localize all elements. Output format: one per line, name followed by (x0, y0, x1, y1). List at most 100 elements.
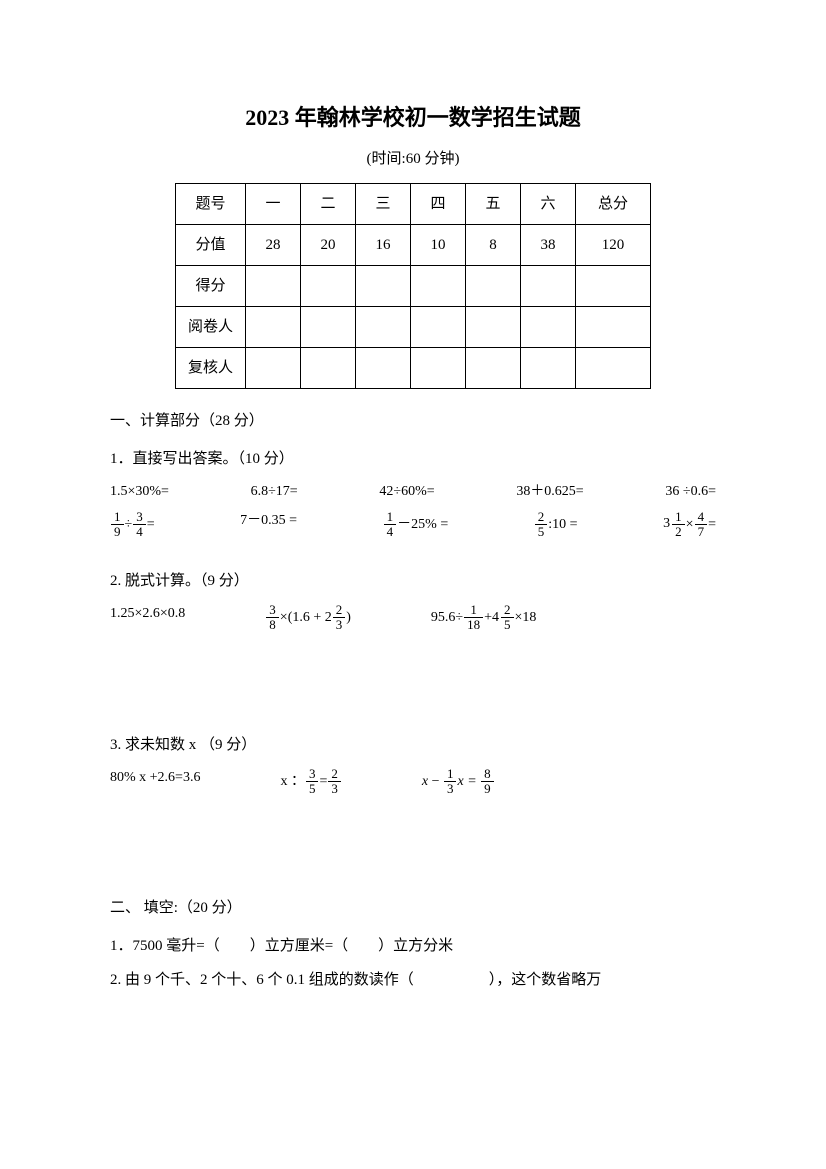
fraction: 35 (306, 767, 319, 797)
empty-cell (356, 307, 411, 348)
header-cell: 题号 (176, 184, 246, 225)
op: x ： (280, 774, 305, 789)
empty-cell (246, 266, 301, 307)
q2-label: 2. 脱式计算。（9 分） (110, 569, 716, 593)
fraction: 14 (384, 510, 397, 540)
header-cell: 六 (521, 184, 576, 225)
calc-row-q3: 80% x +2.6=3.6 x ：35=23 x − 13x = 89 (110, 767, 716, 797)
op: :10 = (548, 517, 577, 532)
page-subtitle: (时间:60 分钟) (110, 147, 716, 171)
empty-cell (246, 307, 301, 348)
calc-item: 7－0.35 = (240, 510, 297, 540)
header-cell: 五 (466, 184, 521, 225)
q3-label: 3. 求未知数 x （9 分） (110, 733, 716, 757)
empty-cell (521, 348, 576, 389)
calc-item: 36 ÷0.6= (665, 481, 716, 503)
fraction: 118 (464, 603, 483, 633)
op: ×(1.6 + 2 (280, 610, 332, 625)
score-cell: 10 (411, 225, 466, 266)
fraction: 89 (481, 767, 494, 797)
op: × (686, 517, 694, 532)
calc-item: 14－25% = (383, 510, 449, 540)
calc-item: 80% x +2.6=3.6 (110, 767, 200, 797)
empty-cell (576, 266, 651, 307)
score-cell: 20 (301, 225, 356, 266)
fraction: 19 (111, 510, 124, 540)
score-cell: 120 (576, 225, 651, 266)
score-cell: 28 (246, 225, 301, 266)
empty-cell (356, 266, 411, 307)
calc-item: 38＋0.625= (516, 481, 583, 503)
op: ×18 (515, 610, 537, 625)
op: ) (346, 610, 351, 625)
empty-cell (576, 307, 651, 348)
row-label: 得分 (176, 266, 246, 307)
s2-q1: 1．7500 毫升=（ ）立方厘米=（ ）立方分米 (110, 934, 716, 958)
calc-item: x ：35=23 (280, 767, 341, 797)
calc-row-q2: 1.25×2.6×0.8 38×(1.6 + 223) 95.6÷118+425… (110, 603, 716, 633)
empty-cell (356, 348, 411, 389)
fraction: 13 (444, 767, 457, 797)
calc-row-2: 19÷34= 7－0.35 = 14－25% = 25:10 = 312×47= (110, 510, 716, 540)
empty-cell (521, 307, 576, 348)
var-x: x = (457, 774, 480, 789)
empty-cell (466, 307, 521, 348)
empty-cell (301, 348, 356, 389)
empty-cell (576, 348, 651, 389)
calc-item: 95.6÷118+425×18 (431, 603, 537, 633)
calc-row-1: 1.5×30%= 6.8÷17= 42÷60%= 38＋0.625= 36 ÷0… (110, 481, 716, 503)
table-row: 阅卷人 (176, 307, 651, 348)
op: − (428, 774, 443, 789)
table-score-row: 分值 28 20 16 10 8 38 120 (176, 225, 651, 266)
header-cell: 一 (246, 184, 301, 225)
fraction: 34 (133, 510, 146, 540)
empty-cell (301, 266, 356, 307)
calc-item: 38×(1.6 + 223) (265, 603, 351, 633)
empty-cell (411, 307, 466, 348)
op: = (708, 517, 716, 532)
header-cell: 三 (356, 184, 411, 225)
empty-cell (411, 348, 466, 389)
calc-item: 1.5×30%= (110, 481, 169, 503)
empty-cell (411, 266, 466, 307)
fraction: 23 (333, 603, 346, 633)
fraction: 38 (266, 603, 279, 633)
mixed-fraction: 312 (663, 510, 686, 540)
page-title: 2023 年翰林学校初一数学招生试题 (110, 100, 716, 135)
empty-cell (521, 266, 576, 307)
score-cell: 16 (356, 225, 411, 266)
calc-item: 42÷60%= (379, 481, 434, 503)
row-label: 阅卷人 (176, 307, 246, 348)
calc-item: 25:10 = (534, 510, 578, 540)
op: + (484, 610, 492, 625)
empty-cell (246, 348, 301, 389)
table-header-row: 题号 一 二 三 四 五 六 总分 (176, 184, 651, 225)
empty-cell (301, 307, 356, 348)
calc-item: 312×47= (663, 510, 716, 540)
empty-cell (466, 266, 521, 307)
score-cell: 8 (466, 225, 521, 266)
section-1-title: 一、计算部分（28 分） (110, 409, 716, 433)
s2-q2: 2. 由 9 个千、2 个十、6 个 0.1 组成的数读作（ ），这个数省略万 (110, 968, 716, 992)
empty-cell (466, 348, 521, 389)
calc-item: 19÷34= (110, 510, 155, 540)
fraction: 25 (535, 510, 548, 540)
calc-item: x − 13x = 89 (422, 767, 495, 797)
score-table: 题号 一 二 三 四 五 六 总分 分值 28 20 16 10 8 38 12… (175, 183, 651, 389)
fraction: 47 (695, 510, 708, 540)
table-row: 复核人 (176, 348, 651, 389)
score-cell: 分值 (176, 225, 246, 266)
section-2-title: 二、 填空:（20 分） (110, 896, 716, 920)
fraction: 23 (328, 767, 341, 797)
calc-item: 1.25×2.6×0.8 (110, 603, 185, 633)
row-label: 复核人 (176, 348, 246, 389)
header-cell: 二 (301, 184, 356, 225)
q1-label: 1．直接写出答案。（10 分） (110, 447, 716, 471)
score-cell: 38 (521, 225, 576, 266)
op: 95.6÷ (431, 610, 463, 625)
header-cell: 总分 (576, 184, 651, 225)
table-row: 得分 (176, 266, 651, 307)
mixed-fraction: 425 (492, 603, 515, 633)
op: ÷ (125, 517, 133, 532)
op: －25% = (397, 517, 448, 532)
